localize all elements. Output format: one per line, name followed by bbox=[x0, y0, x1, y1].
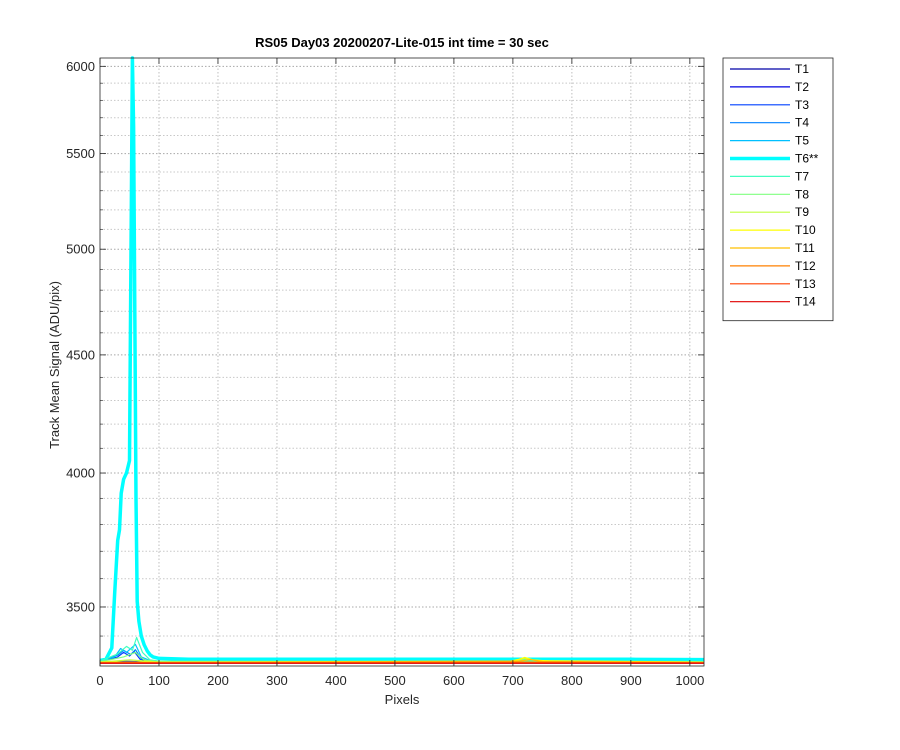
legend-label: T6** bbox=[795, 152, 819, 166]
legend-label: T10 bbox=[795, 223, 816, 237]
y-tick-label: 4000 bbox=[66, 466, 95, 481]
legend-label: T7 bbox=[795, 169, 809, 183]
legend-box bbox=[722, 57, 834, 322]
x-tick-label: 700 bbox=[502, 673, 524, 688]
legend-label: T8 bbox=[795, 187, 809, 201]
y-axis-label: Track Mean Signal (ADU/pix) bbox=[47, 281, 62, 449]
legend-label: T5 bbox=[795, 134, 809, 148]
chart-title: RS05 Day03 20200207-Lite-015 int time = … bbox=[255, 35, 549, 50]
legend-label: T11 bbox=[795, 241, 815, 255]
x-tick-label: 900 bbox=[620, 673, 642, 688]
axis-ticks: 0 100 200 300 400 500 600 700 800 900 1000 3500 4000… bbox=[66, 58, 704, 688]
x-tick-label: 600 bbox=[443, 673, 465, 688]
series-line-6 bbox=[99, 56, 705, 663]
legend-label: T1 bbox=[795, 62, 809, 76]
legend-label: T12 bbox=[795, 259, 816, 273]
y-tick-label: 3500 bbox=[66, 599, 95, 614]
legend-label: T9 bbox=[795, 205, 809, 219]
legend-label: T4 bbox=[795, 116, 809, 130]
x-tick-label: 800 bbox=[561, 673, 583, 688]
x-tick-label: 500 bbox=[384, 673, 406, 688]
y-tick-label: 4500 bbox=[66, 347, 95, 362]
y-tick-label: 6000 bbox=[66, 59, 95, 74]
axes-box bbox=[99, 57, 705, 667]
x-tick-label: 100 bbox=[148, 673, 170, 688]
legend-label: T13 bbox=[795, 277, 816, 291]
legend: T1 T2 T3 T4 T5 T6** T7 T8 T9 T10 T11 T12 T13 T14 bbox=[722, 57, 834, 322]
plot-lines bbox=[99, 56, 705, 664]
x-axis-label: Pixels bbox=[385, 692, 420, 707]
legend-label: T3 bbox=[795, 98, 809, 112]
x-tick-label: 1000 bbox=[675, 673, 704, 688]
x-tick-label: 200 bbox=[207, 673, 229, 688]
x-tick-label: 0 bbox=[96, 673, 103, 688]
legend-label: T2 bbox=[795, 80, 809, 94]
x-tick-label: 400 bbox=[325, 673, 347, 688]
grid bbox=[100, 58, 704, 666]
legend-label: T14 bbox=[795, 295, 816, 309]
y-tick-label: 5000 bbox=[66, 242, 95, 257]
y-tick-label: 5500 bbox=[66, 146, 95, 161]
x-tick-label: 300 bbox=[266, 673, 288, 688]
